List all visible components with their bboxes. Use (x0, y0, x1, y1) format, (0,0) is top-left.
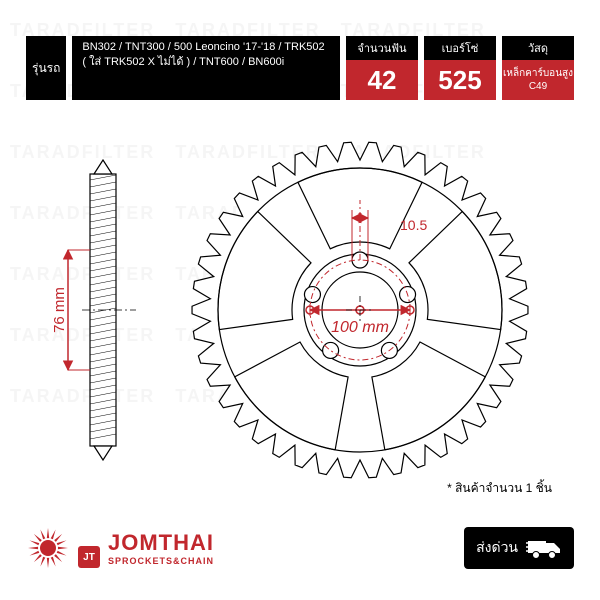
spec-value: เหล็กคาร์บอนสูงC49 (502, 60, 574, 100)
spec-material: วัสดุ เหล็กคาร์บอนสูงC49 (502, 36, 574, 100)
spec-teeth: จำนวนฟัน 42 (346, 36, 418, 100)
footer: JT JOMTHAI SPROCKETS&CHAIN ส่งด่วน (26, 522, 574, 574)
brand-name: JOMTHAI (108, 530, 214, 556)
quantity-note: * สินค้าจำนวน 1 ชิ้น (447, 479, 552, 498)
svg-text:10.5: 10.5 (400, 217, 427, 233)
spec-head: วัสดุ (502, 36, 574, 60)
spec-chain: เบอร์โซ่ 525 (424, 36, 496, 100)
spec-head: จำนวนฟัน (346, 36, 418, 60)
models-list: BN302 / TNT300 / 500 Leoncino '17-'18 / … (72, 36, 340, 100)
spec-bar: รุ่นรถ BN302 / TNT300 / 500 Leoncino '17… (26, 36, 574, 100)
technical-diagram: 76 mm 100 mm 10.5 (0, 110, 600, 510)
spec-value: 42 (346, 60, 418, 100)
sun-icon (26, 526, 70, 570)
ship-label: ส่งด่วน (476, 540, 518, 555)
svg-text:76 mm: 76 mm (51, 287, 68, 333)
spec-head: เบอร์โซ่ (424, 36, 496, 60)
shipping-badge: ส่งด่วน (464, 527, 574, 569)
spec-value: 525 (424, 60, 496, 100)
truck-icon (526, 535, 562, 561)
svg-text:100 mm: 100 mm (331, 319, 389, 336)
jt-badge: JT (78, 546, 100, 568)
brand-sub: SPROCKETS&CHAIN (108, 556, 214, 566)
brand-logo: JT JOMTHAI SPROCKETS&CHAIN (26, 526, 214, 570)
row-label: รุ่นรถ (26, 36, 66, 100)
